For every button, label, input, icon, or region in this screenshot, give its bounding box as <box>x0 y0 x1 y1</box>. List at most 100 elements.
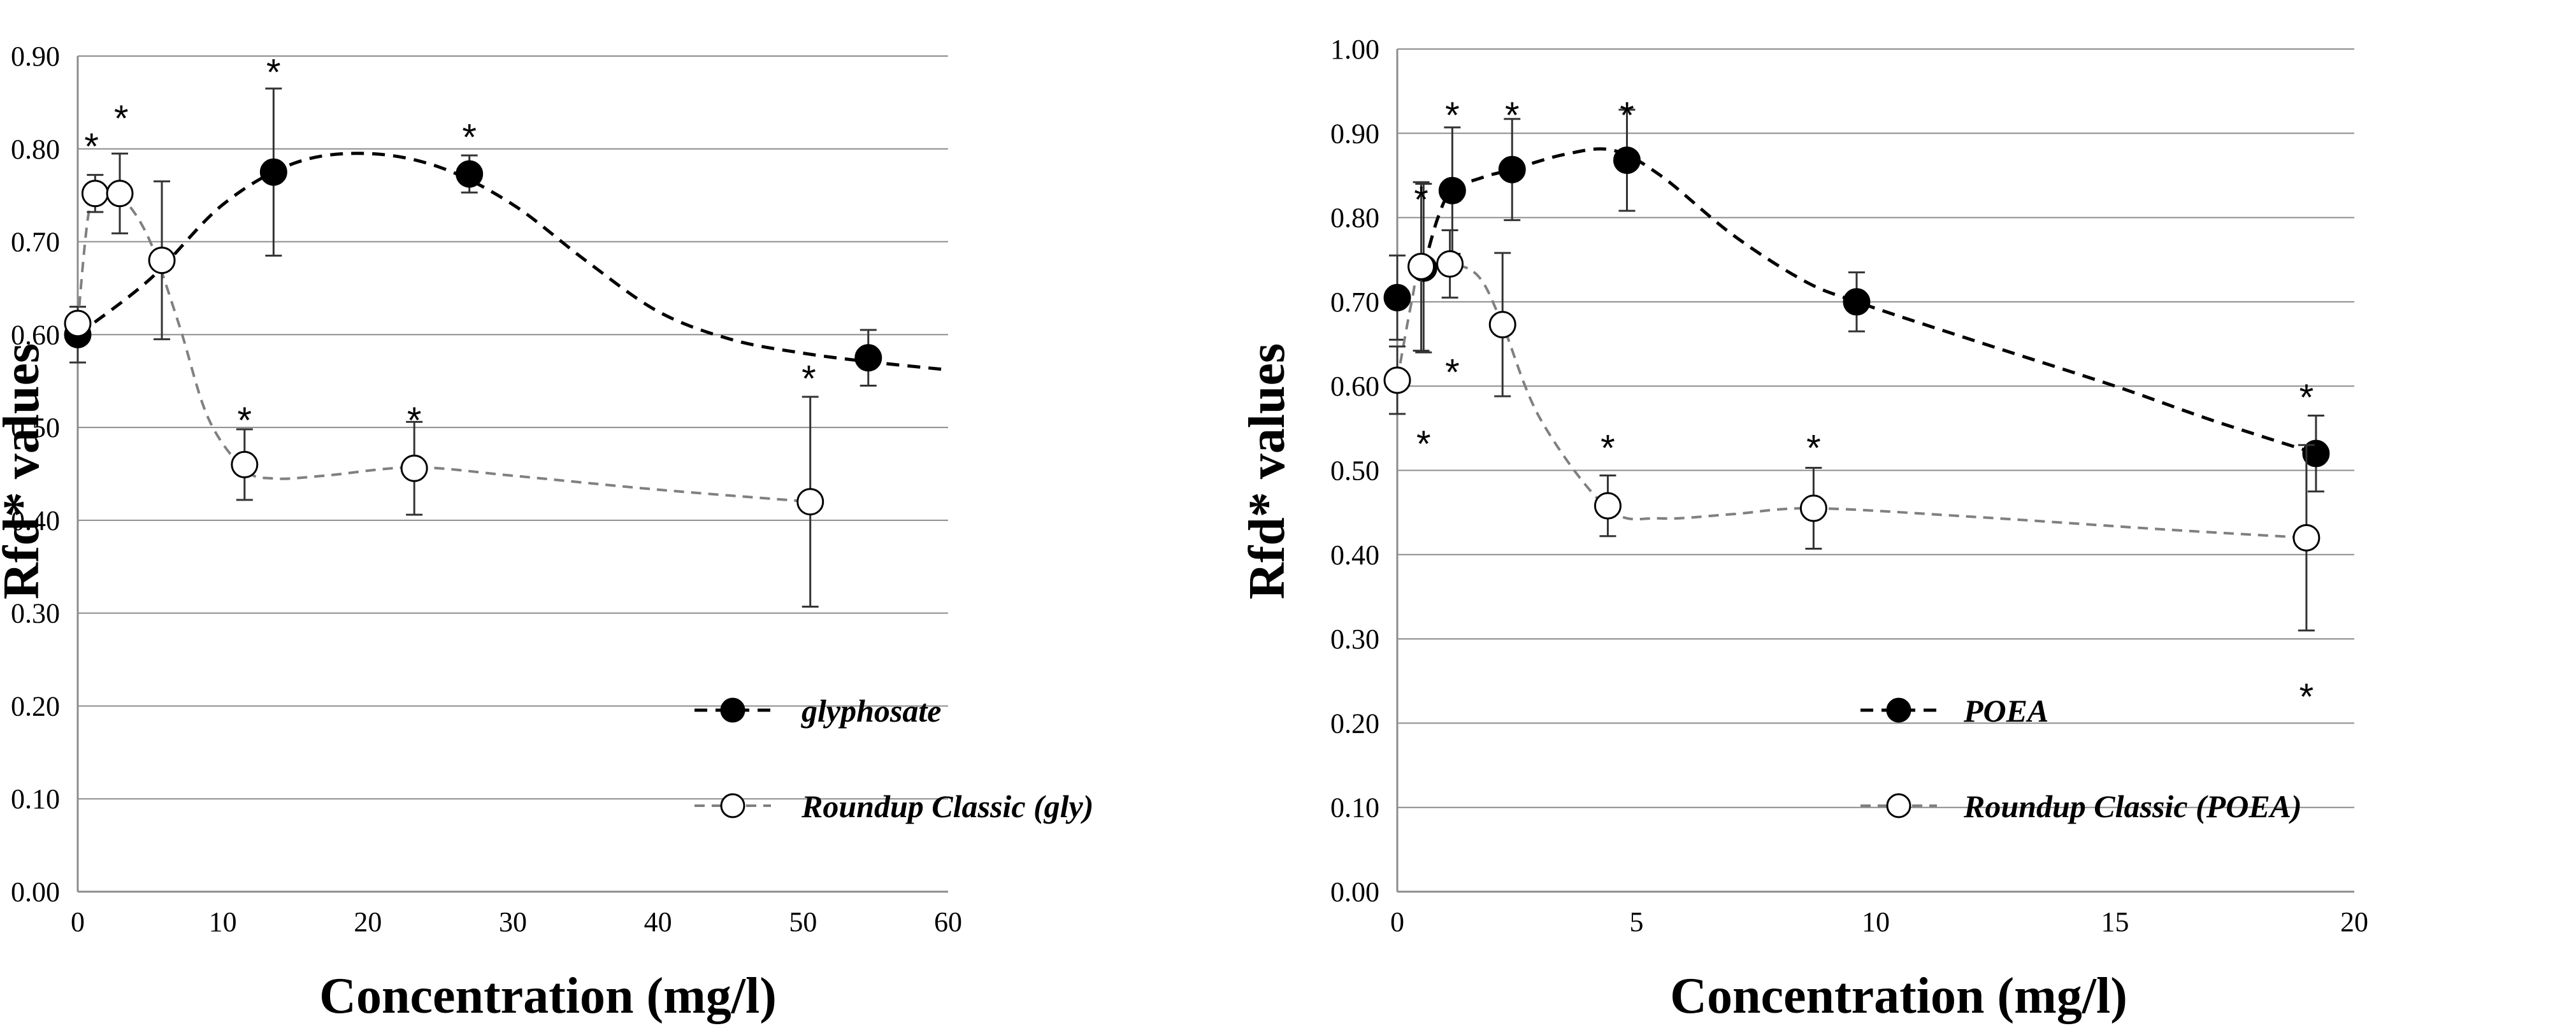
x-tick-labels: 0 10 20 30 40 50 60 <box>71 906 962 938</box>
significance-star: * <box>462 117 477 158</box>
significance-star: * <box>1416 424 1431 465</box>
x-axis-title: Concentration (mg/l) <box>1670 968 2127 1024</box>
x-tick-label: 60 <box>934 906 962 938</box>
y-tick-label: 0.40 <box>1330 539 1379 571</box>
significance-star: * <box>1601 428 1615 469</box>
significance-star: * <box>238 400 252 441</box>
x-tick-label: 0 <box>1390 906 1404 938</box>
trend-line <box>1396 261 2307 539</box>
y-tick-label: 0.60 <box>1330 371 1379 402</box>
significance-star: * <box>802 358 816 399</box>
y-tick-label: 0.60 <box>11 319 60 350</box>
x-tick-label: 20 <box>354 906 382 938</box>
y-tick-label: 0.00 <box>11 876 60 908</box>
legend: glyphosate Roundup Classic (gly) <box>694 693 1093 824</box>
significance-star: * <box>1445 95 1460 136</box>
data-point <box>854 344 882 372</box>
significance-star: * <box>114 98 129 139</box>
data-point <box>231 450 259 478</box>
significance-star: * <box>1414 179 1428 220</box>
legend-item-roundup-poea: Roundup Classic (POEA) <box>1860 789 2302 824</box>
legend-label-glyphosate: glyphosate <box>801 693 941 729</box>
y-tick-label: 0.50 <box>11 412 60 443</box>
legend-marker-roundup-gly <box>720 793 745 818</box>
significance-star: * <box>1505 95 1520 136</box>
significance-star: * <box>266 52 281 93</box>
significance-markers: * * * * * * * <box>84 52 816 441</box>
data-point <box>1383 366 1411 394</box>
legend-label-roundup-poea: Roundup Classic (POEA) <box>1963 789 2302 824</box>
x-tick-labels: 0 5 10 15 20 <box>1390 906 2368 938</box>
y-tick-label: 1.00 <box>1330 34 1379 65</box>
y-tick-label: 0.70 <box>11 227 60 258</box>
data-point <box>2302 439 2330 468</box>
significance-markers: * * * * * * * * * * <box>1414 95 2313 718</box>
y-axis-title: Rfd* values <box>1239 343 1295 599</box>
legend-marker-glyphosate <box>720 697 745 723</box>
data-point <box>1407 252 1436 280</box>
significance-star: * <box>407 400 422 441</box>
x-axis-title: Concentration (mg/l) <box>319 968 777 1024</box>
series-roundup <box>64 152 824 608</box>
data-point <box>1594 492 1622 520</box>
x-tick-label: 30 <box>499 906 527 938</box>
series-layer <box>1383 108 2330 632</box>
y-tick-label: 0.10 <box>1330 792 1379 824</box>
y-tick-label: 0.70 <box>1330 287 1379 318</box>
significance-star: * <box>2299 676 2314 718</box>
chart-glyphosate: 0.00 0.10 0.20 0.30 0.40 0.50 0.60 0.70 0.80 0.90… <box>0 41 1093 1024</box>
x-tick-label: 20 <box>2340 906 2368 938</box>
y-tick-label: 0.20 <box>11 690 60 722</box>
x-tick-label: 10 <box>209 906 237 938</box>
data-point <box>400 454 428 482</box>
y-tick-label: 0.30 <box>1330 624 1379 655</box>
data-point <box>1799 494 1827 522</box>
series-roundup <box>1383 181 2321 632</box>
x-tick-label: 50 <box>789 906 817 938</box>
trend-line <box>76 152 949 372</box>
x-tick-label: 10 <box>1862 906 1890 938</box>
y-tick-label: 0.80 <box>11 134 60 165</box>
data-point <box>796 488 824 516</box>
y-gridlines <box>78 55 948 892</box>
y-axis-title: Rfd* values <box>0 343 50 599</box>
x-tick-label: 5 <box>1630 906 1644 938</box>
y-gridlines <box>1397 48 2354 892</box>
legend-label-roundup-gly: Roundup Classic (gly) <box>801 789 1093 824</box>
data-point <box>64 310 92 338</box>
legend-label-poea: POEA <box>1963 693 2048 729</box>
data-point <box>1383 283 1411 311</box>
data-point <box>1488 311 1516 339</box>
trend-line <box>76 191 810 503</box>
chart-poea: 0.00 0.10 0.20 0.30 0.40 0.50 0.60 0.70 0.80 0.90… <box>1239 34 2368 1024</box>
data-point <box>1613 146 1641 175</box>
significance-star: * <box>1806 428 1821 469</box>
y-tick-label: 0.50 <box>1330 455 1379 487</box>
y-tick-label: 0.90 <box>1330 118 1379 149</box>
legend-marker-poea <box>1886 697 1911 723</box>
series-layer <box>64 87 949 608</box>
series-compound <box>64 87 949 387</box>
legend-item-glyphosate: glyphosate <box>694 693 941 729</box>
data-point <box>259 158 287 186</box>
data-point <box>456 160 484 188</box>
y-tick-labels: 0.00 0.10 0.20 0.30 0.40 0.50 0.60 0.70 0.80 0.90 <box>11 41 60 908</box>
y-tick-label: 0.10 <box>11 783 60 815</box>
data-point <box>106 180 134 208</box>
significance-star: * <box>1620 95 1634 136</box>
y-tick-label: 0.80 <box>1330 203 1379 234</box>
data-point <box>2292 524 2321 552</box>
y-tick-label: 0.40 <box>11 505 60 536</box>
trend-line <box>1421 147 2317 455</box>
data-point <box>1498 155 1526 183</box>
y-tick-label: 0.00 <box>1330 876 1379 908</box>
y-tick-labels: 0.00 0.10 0.20 0.30 0.40 0.50 0.60 0.70 0.80 0.90… <box>1330 34 1379 908</box>
data-point <box>81 180 109 208</box>
legend-marker-roundup-poea <box>1886 793 1911 818</box>
data-point <box>1843 288 1871 316</box>
x-tick-label: 15 <box>2101 906 2129 938</box>
y-tick-label: 0.20 <box>1330 708 1379 739</box>
data-point <box>1438 176 1466 204</box>
y-tick-label: 0.90 <box>11 41 60 72</box>
